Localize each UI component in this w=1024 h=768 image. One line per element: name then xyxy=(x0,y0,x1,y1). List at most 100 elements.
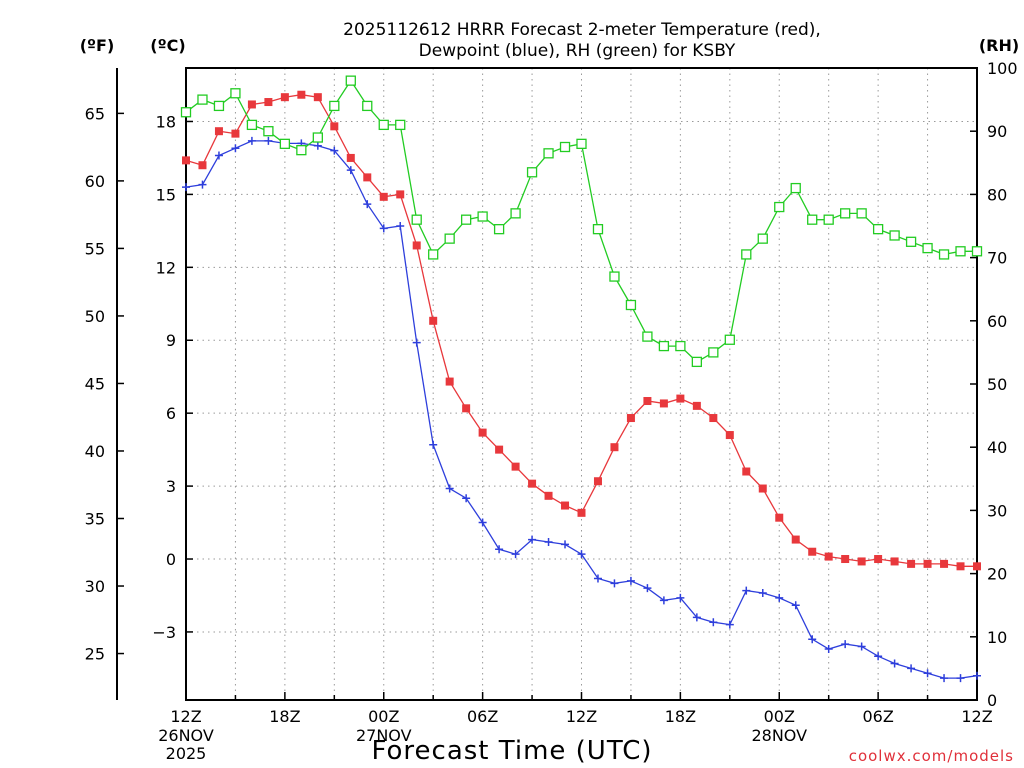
2-meter-temperature-point xyxy=(775,513,784,522)
2-meter-temperature-point xyxy=(313,93,322,102)
rh-point xyxy=(378,119,389,131)
rh-point xyxy=(592,224,604,235)
x-date-label: 27NOV xyxy=(356,726,412,745)
dewpoint-point xyxy=(923,669,932,678)
rh-point xyxy=(741,249,752,260)
rh-point xyxy=(510,208,521,219)
rh-point xyxy=(329,100,340,112)
x-tick-label: 06Z xyxy=(467,707,498,726)
rh-point xyxy=(642,331,653,342)
dewpoint-point xyxy=(247,136,256,145)
celsius-tick-label: 6 xyxy=(166,404,176,423)
x-tick-label: 06Z xyxy=(862,707,893,726)
2-meter-temperature-point xyxy=(412,241,421,250)
dewpoint-point xyxy=(511,550,520,559)
rh-point xyxy=(905,236,917,247)
rh-point xyxy=(477,211,488,222)
2-meter-temperature-point xyxy=(495,445,504,454)
rh-tick-label: 90 xyxy=(987,122,1007,141)
2-meter-temperature-point xyxy=(923,559,932,568)
dewpoint-point xyxy=(478,518,487,527)
dewpoint-point xyxy=(231,144,240,153)
2-meter-temperature-point xyxy=(297,90,306,99)
dewpoint-point xyxy=(561,540,570,549)
dewpoint-point xyxy=(593,574,602,583)
dewpoint-point xyxy=(676,593,685,602)
unit-fahrenheit-label: (ºF) xyxy=(80,36,115,55)
2-meter-temperature-point xyxy=(593,477,602,486)
x-year-label: 2025 xyxy=(166,744,207,763)
celsius-tick-label: 0 xyxy=(166,550,176,569)
2-meter-temperature-point xyxy=(758,484,767,493)
fahrenheit-tick-label: 40 xyxy=(85,442,105,461)
dewpoint-point xyxy=(643,584,652,593)
rh-point xyxy=(263,126,274,137)
x-tick-label: 18Z xyxy=(665,707,696,726)
rh-point xyxy=(625,299,637,311)
2-meter-temperature-point xyxy=(610,443,619,452)
2-meter-temperature-line xyxy=(185,94,977,567)
dewpoint-point xyxy=(313,141,322,150)
2-meter-temperature-point xyxy=(198,161,207,170)
x-date-label: 28NOV xyxy=(751,726,807,745)
2-meter-temperature-point xyxy=(214,127,223,136)
rh-point xyxy=(889,230,900,241)
dewpoint-point xyxy=(445,484,454,493)
rh-point xyxy=(279,138,291,149)
2-meter-temperature-point xyxy=(725,431,734,440)
2-meter-temperature-point xyxy=(561,501,570,510)
2-meter-temperature-point xyxy=(363,173,372,182)
x-tick-label: 00Z xyxy=(368,707,399,726)
rh-tick-label: 0 xyxy=(987,691,997,710)
2-meter-temperature-point xyxy=(330,122,339,131)
rh-point xyxy=(955,246,966,257)
dewpoint-point xyxy=(692,613,701,622)
2-meter-temperature-point xyxy=(857,557,866,566)
fahrenheit-tick-label: 30 xyxy=(85,577,105,596)
dewpoint-point xyxy=(198,180,207,189)
dewpoint-point xyxy=(758,589,767,598)
dewpoint-point xyxy=(429,440,438,449)
2-meter-temperature-point xyxy=(676,394,685,403)
dewpoint-point xyxy=(379,224,388,233)
dewpoint-point xyxy=(577,550,586,559)
2-meter-temperature-point xyxy=(824,552,833,561)
rh-tick-label: 40 xyxy=(987,438,1007,457)
rh-point xyxy=(790,182,801,194)
celsius-tick-label: 9 xyxy=(166,331,176,350)
2-meter-temperature-point xyxy=(280,93,289,102)
2-meter-temperature-point xyxy=(544,491,553,500)
dewpoint-point xyxy=(363,200,372,209)
rh-point xyxy=(559,141,571,153)
rh-point xyxy=(230,88,241,99)
x-tick-label: 00Z xyxy=(764,707,795,726)
rh-series xyxy=(180,75,983,368)
2-meter-temperature-point xyxy=(791,535,800,544)
2-meter-temperature-point xyxy=(462,404,471,413)
rh-tick-label: 70 xyxy=(987,249,1007,268)
gridlines xyxy=(186,68,977,700)
2-meter-temperature-point xyxy=(940,559,949,568)
dewpoint-point xyxy=(808,635,817,644)
rh-point xyxy=(526,167,538,178)
2-meter-temperature-point xyxy=(511,462,520,471)
rh-tick-label: 30 xyxy=(987,501,1007,520)
rh-point xyxy=(246,119,258,131)
x-tick-label: 12Z xyxy=(961,707,992,726)
dewpoint-point xyxy=(346,166,355,175)
rh-point xyxy=(675,340,686,352)
celsius-tick-label: 12 xyxy=(156,258,176,277)
rh-point xyxy=(823,214,834,225)
source-credit: coolwx.com/models xyxy=(849,747,1014,765)
2-meter-temperature-point xyxy=(973,562,981,571)
dewpoint-point xyxy=(495,545,504,554)
rh-point xyxy=(444,233,455,244)
rh-point xyxy=(971,246,983,257)
rh-tick-label: 50 xyxy=(987,375,1007,394)
dewpoint-point xyxy=(528,535,537,544)
rh-point xyxy=(460,214,472,225)
2-meter-temperature-point xyxy=(956,562,965,571)
dewpoint-point xyxy=(725,620,734,629)
rh-point xyxy=(872,224,884,235)
2-meter-temperature-point xyxy=(231,129,240,138)
